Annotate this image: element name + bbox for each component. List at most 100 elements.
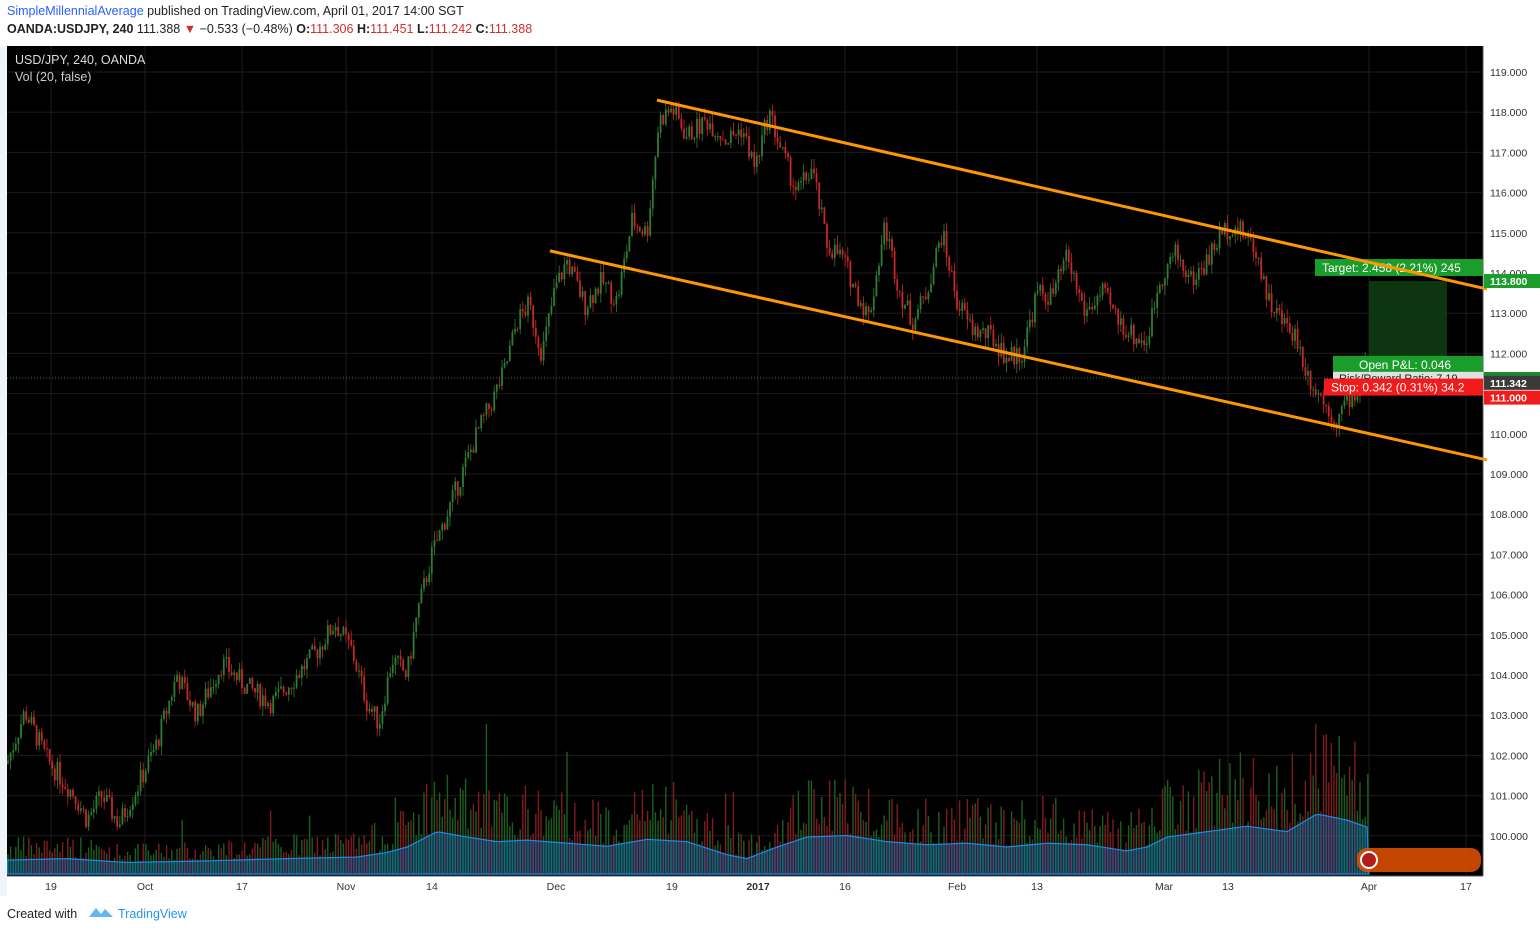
candle-body [251,677,254,689]
candle-body [943,231,945,246]
candle-body [696,118,698,138]
candle-body [170,696,173,701]
candle-body [261,695,264,707]
candle-body [38,732,41,746]
candle-body [1231,235,1234,237]
candle-body [748,135,750,158]
candle-body [501,367,503,386]
candle-body [909,300,912,325]
candle-body [306,658,308,670]
candle-body [945,231,948,257]
symbol-label: OANDA:USDJPY, 240 [7,22,134,36]
candle-body [841,249,844,255]
price-tag: 113.800 [1490,276,1528,288]
candle-body [1049,288,1052,305]
candle-body [126,816,129,818]
candle-body [1262,276,1265,280]
candle-body [1229,236,1231,240]
price-tag-bg [1484,375,1540,390]
candle-body [1034,293,1036,323]
channel-lower-line [549,249,1488,462]
x-tick-label: 19 [45,881,57,893]
candle-body [784,147,787,154]
candle-body [1101,283,1104,296]
candle-body [844,254,847,257]
candle-body [870,310,873,313]
footer: Created with TradingView [0,896,1540,932]
candle-body [789,157,792,186]
candle-body [186,682,189,701]
candle-body [1106,288,1109,293]
candle-body [87,814,90,827]
candle-body [40,732,43,741]
candle-body [893,250,896,280]
candle-body [542,340,545,361]
candle-body [324,644,327,650]
candle-body [654,157,657,180]
candle-body [612,303,615,305]
candle-body [693,137,696,140]
candle-body [1205,254,1208,275]
long-position-tool[interactable]: Target: 2.458 (2.21%) 245Open P&L: 0.046… [1315,259,1483,396]
candle-body [233,672,236,675]
candle-body [1151,308,1153,337]
y-tick-label: 107.000 [1490,549,1528,561]
candle-body [391,664,394,674]
candle-body [506,361,509,364]
candle-body [142,769,145,782]
candle-body [1031,319,1034,323]
last-price: 111.388 [136,22,181,36]
candle-body [917,309,919,319]
candle-body [581,291,584,297]
candle-body [269,703,272,714]
tradingview-logo-icon[interactable] [88,904,114,920]
candle-body [1239,221,1242,233]
candle-body [823,207,826,225]
candle-body [1143,340,1146,346]
candle-body [594,288,597,304]
candle-body [72,789,74,797]
candle-body [1067,249,1070,263]
candle-body [966,309,969,320]
y-tick-label: 113.000 [1490,308,1527,320]
candle-body [147,755,150,772]
candle-body [113,816,116,819]
candle-body [397,656,399,658]
candle-body [1169,256,1172,265]
author-link[interactable]: SimpleMillennialAverage [7,4,144,18]
candle-body [298,675,301,678]
candle-body [95,796,98,809]
candle-body [607,282,610,284]
candle-body [144,771,147,782]
price-tag: 111.000 [1490,393,1527,405]
candle-body [1312,389,1315,391]
candle-body [111,797,113,819]
candle-body [1060,269,1062,272]
candle-body [1218,229,1221,249]
candle-body [1210,243,1213,265]
candle-body [615,295,618,305]
price-chart-svg[interactable]: Target: 2.458 (2.21%) 245Open P&L: 0.046… [6,46,1540,896]
candle-body [1260,257,1263,280]
chart-area[interactable]: Target: 2.458 (2.21%) 245Open P&L: 0.046… [6,46,1540,896]
candle-body [215,684,217,688]
candle-body [329,625,332,635]
candle-body [230,672,233,675]
time-axis[interactable] [7,876,1483,896]
candle-body [131,804,134,810]
candle-body [22,711,25,725]
stop-label-bg [1324,378,1483,396]
price-channel[interactable] [549,98,1488,462]
price-axis[interactable] [1483,46,1540,896]
candle-body [254,688,256,693]
candle-body [1138,338,1140,344]
candle-body [930,284,932,293]
candle-body [1028,319,1031,328]
candle-body [277,688,280,692]
candle-body [90,812,93,815]
candle-body [285,692,288,695]
candle-body [849,261,852,288]
tradingview-link[interactable]: TradingView [118,907,187,921]
candle-body [12,750,15,753]
